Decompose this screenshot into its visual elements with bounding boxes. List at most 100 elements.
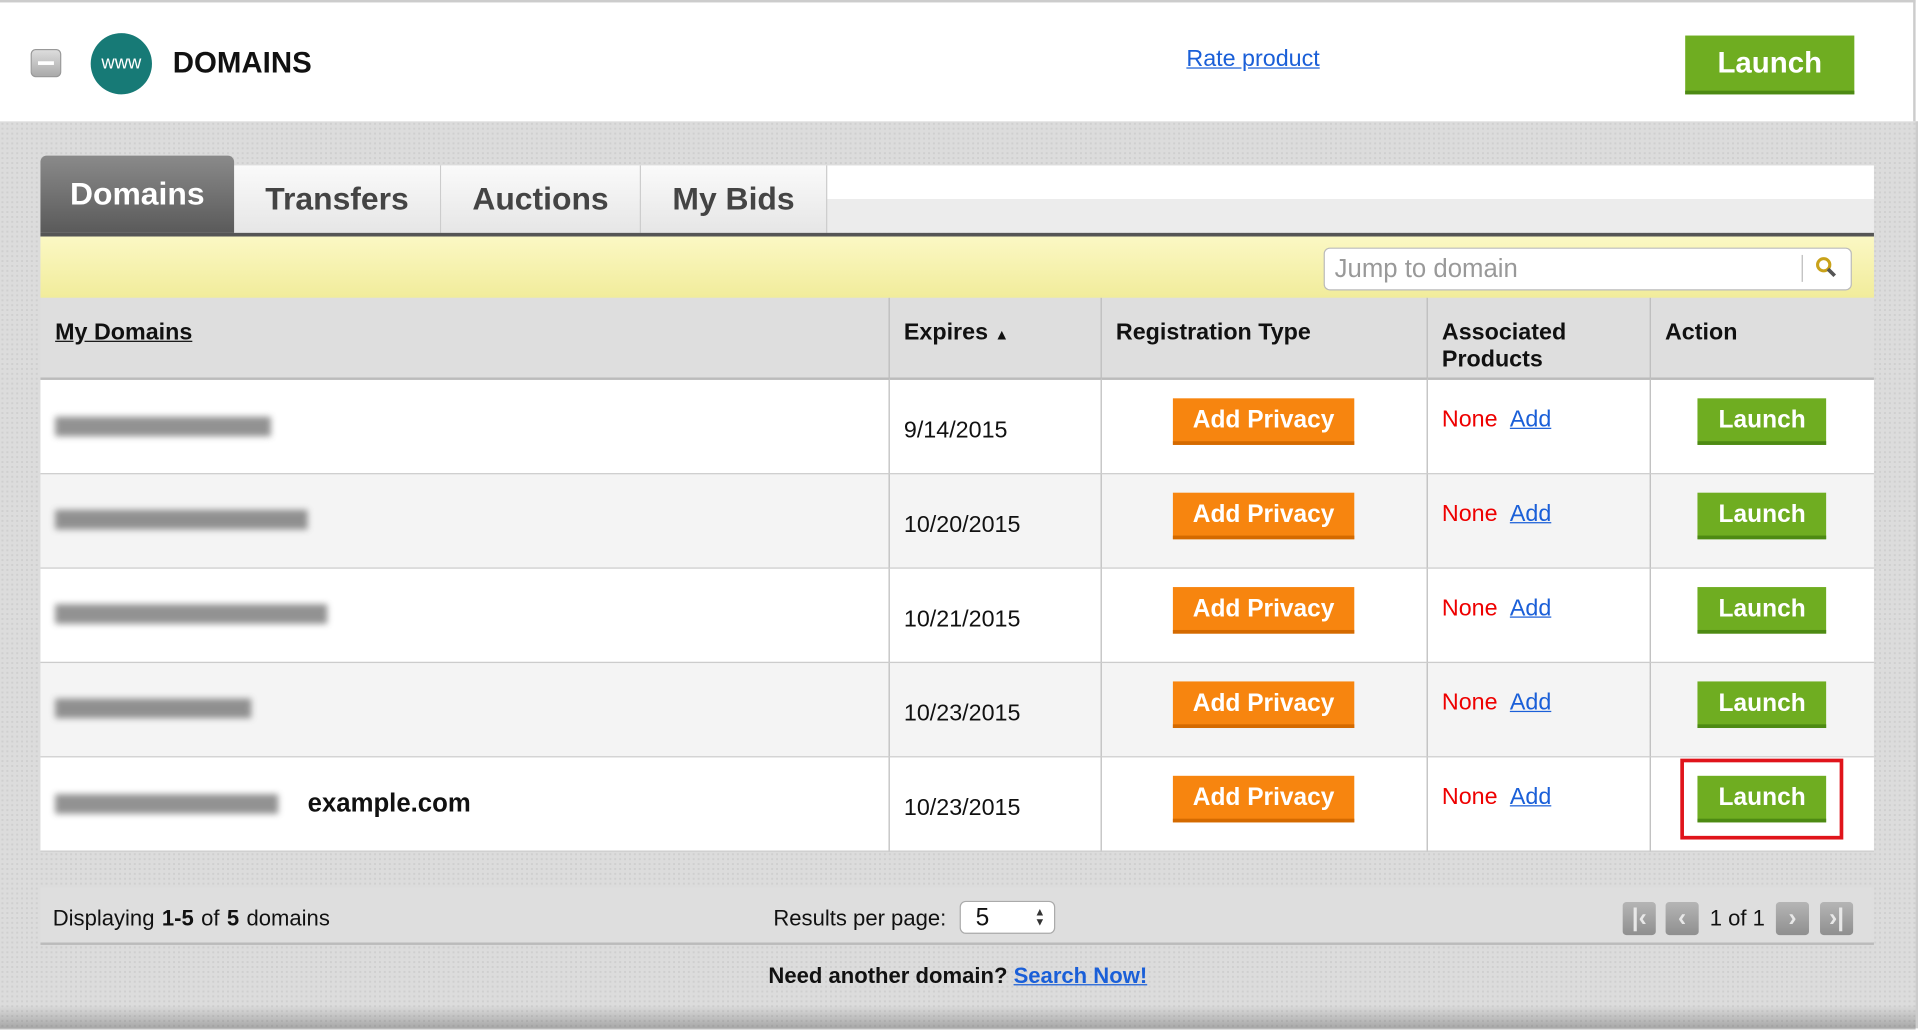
- expires-cell: 10/20/2015: [888, 473, 1102, 569]
- associated-products-cell: None Add: [1426, 661, 1651, 757]
- launch-button[interactable]: Launch: [1680, 758, 1844, 839]
- add-product-link[interactable]: Add: [1509, 689, 1552, 716]
- tab-my-bids[interactable]: My Bids: [640, 165, 828, 233]
- collapse-icon[interactable]: [30, 49, 62, 78]
- associated-products-cell: None Add: [1426, 473, 1651, 569]
- none-label: None: [1441, 689, 1498, 716]
- jump-to-domain-field[interactable]: [1323, 247, 1852, 291]
- table-row: 10/20/2015 Add Privacy None Add Launch: [40, 473, 1874, 569]
- domain-cell: [40, 567, 890, 663]
- tab-auctions[interactable]: Auctions: [441, 165, 641, 233]
- none-label: None: [1441, 406, 1498, 433]
- registration-cell: Add Privacy: [1100, 661, 1428, 757]
- select-arrows-icon: ▲ ▼: [1034, 905, 1046, 928]
- search-prompt: Need another domain? Search Now!: [0, 963, 1916, 989]
- bottom-shadow: [0, 1004, 1916, 1030]
- add-product-link[interactable]: Add: [1509, 783, 1552, 810]
- domain-cell: example.com: [40, 756, 890, 852]
- page-title: DOMAINS: [172, 46, 312, 80]
- displaying-of: of: [194, 905, 226, 931]
- registration-cell: Add Privacy: [1100, 473, 1428, 569]
- action-cell: Launch: [1649, 473, 1874, 569]
- rate-product-link[interactable]: Rate product: [1186, 46, 1320, 73]
- registration-cell: Add Privacy: [1100, 378, 1428, 474]
- col-expires[interactable]: Expires ▲: [888, 297, 1102, 380]
- expires-cell: 10/23/2015: [888, 756, 1102, 852]
- app-header: [0, 0, 1916, 122]
- launch-button[interactable]: Launch: [1697, 680, 1827, 728]
- none-label: None: [1441, 500, 1498, 527]
- none-label: None: [1441, 783, 1498, 810]
- domains-table: My Domains Expires ▲ Registration Type A…: [40, 297, 1874, 852]
- associated-products-cell: None Add: [1426, 567, 1651, 663]
- previous-page-icon[interactable]: ‹: [1665, 902, 1699, 936]
- add-product-link[interactable]: Add: [1509, 500, 1552, 527]
- registration-cell: Add Privacy: [1100, 756, 1428, 852]
- blurred-domain-name[interactable]: [55, 793, 279, 814]
- action-cell: Launch: [1649, 756, 1874, 852]
- col-associated-products: Associated Products: [1426, 297, 1651, 380]
- www-globe-icon: www: [90, 33, 152, 95]
- page-indicator: 1 of 1: [1709, 905, 1765, 931]
- displaying-suffix: domains: [240, 905, 330, 931]
- sort-ascending-icon: ▲: [994, 326, 1010, 344]
- col-registration-type: Registration Type: [1100, 297, 1428, 380]
- blurred-domain-name[interactable]: [55, 699, 252, 719]
- first-page-icon[interactable]: |‹: [1622, 902, 1656, 936]
- results-per-page-select[interactable]: 5 ▲ ▼: [959, 900, 1056, 934]
- expires-header[interactable]: Expires: [903, 319, 989, 346]
- sort-my-domains-link[interactable]: My Domains: [55, 319, 193, 346]
- results-per-page-label: Results per page:: [773, 905, 947, 931]
- table-footer: Displaying 1-5 of 5 domains Results per …: [40, 887, 1874, 945]
- add-product-link[interactable]: Add: [1509, 406, 1552, 433]
- displaying-count: Displaying 1-5 of 5 domains: [53, 906, 331, 932]
- launch-button-header[interactable]: Launch: [1685, 35, 1855, 95]
- expires-cell: 9/14/2015: [888, 378, 1102, 474]
- launch-button[interactable]: Launch: [1697, 398, 1827, 445]
- displaying-total: 5: [226, 905, 240, 931]
- search-now-link[interactable]: Search Now!: [1013, 963, 1148, 988]
- table-row: 10/23/2015 Add Privacy None Add Launch: [40, 661, 1874, 757]
- add-privacy-button[interactable]: Add Privacy: [1172, 398, 1355, 445]
- blurred-domain-name[interactable]: [55, 416, 271, 436]
- table-row: 9/14/2015 Add Privacy None Add Launch: [40, 378, 1874, 474]
- launch-button[interactable]: Launch: [1697, 586, 1827, 634]
- add-privacy-button[interactable]: Add Privacy: [1172, 680, 1355, 728]
- table-row: 10/21/2015 Add Privacy None Add Launch: [40, 567, 1874, 663]
- domain-cell: [40, 378, 890, 474]
- associated-products-cell: None Add: [1426, 756, 1651, 852]
- blurred-domain-name[interactable]: [55, 510, 308, 531]
- launch-button[interactable]: Launch: [1697, 492, 1827, 539]
- associated-products-cell: None Add: [1426, 378, 1651, 474]
- expires-cell: 10/21/2015: [888, 567, 1102, 663]
- add-privacy-button[interactable]: Add Privacy: [1172, 775, 1355, 822]
- blurred-domain-name[interactable]: [55, 604, 328, 625]
- action-cell: Launch: [1649, 567, 1874, 663]
- tab-domains[interactable]: Domains: [40, 155, 235, 233]
- add-privacy-button[interactable]: Add Privacy: [1172, 586, 1355, 634]
- tab-divider: [40, 232, 1874, 237]
- col-my-domains[interactable]: My Domains: [40, 297, 890, 380]
- next-page-icon[interactable]: ›: [1775, 902, 1809, 936]
- registration-cell: Add Privacy: [1100, 567, 1428, 663]
- tab-transfers[interactable]: Transfers: [234, 165, 442, 233]
- add-privacy-button[interactable]: Add Privacy: [1172, 492, 1355, 539]
- last-page-icon[interactable]: ›|: [1820, 902, 1854, 936]
- domain-label: example.com: [307, 788, 471, 817]
- tab-strip: Transfers Auctions My Bids: [40, 165, 1874, 233]
- displaying-prefix: Displaying: [52, 905, 161, 931]
- search-divider: [1801, 254, 1803, 282]
- domain-cell: [40, 661, 890, 757]
- expires-cell: 10/23/2015: [888, 661, 1102, 757]
- jump-to-domain-input[interactable]: [1332, 252, 1797, 287]
- domain-cell: [40, 473, 890, 569]
- none-label: None: [1441, 595, 1498, 621]
- action-cell: Launch: [1649, 661, 1874, 757]
- add-product-link[interactable]: Add: [1509, 595, 1552, 621]
- displaying-range: 1-5: [161, 905, 194, 931]
- search-prompt-text: Need another domain?: [768, 963, 1008, 988]
- search-icon[interactable]: [1814, 255, 1839, 280]
- col-action: Action: [1649, 297, 1874, 380]
- results-per-page-value: 5: [975, 904, 990, 932]
- table-row: example.com 10/23/2015 Add Privacy None A…: [40, 756, 1874, 852]
